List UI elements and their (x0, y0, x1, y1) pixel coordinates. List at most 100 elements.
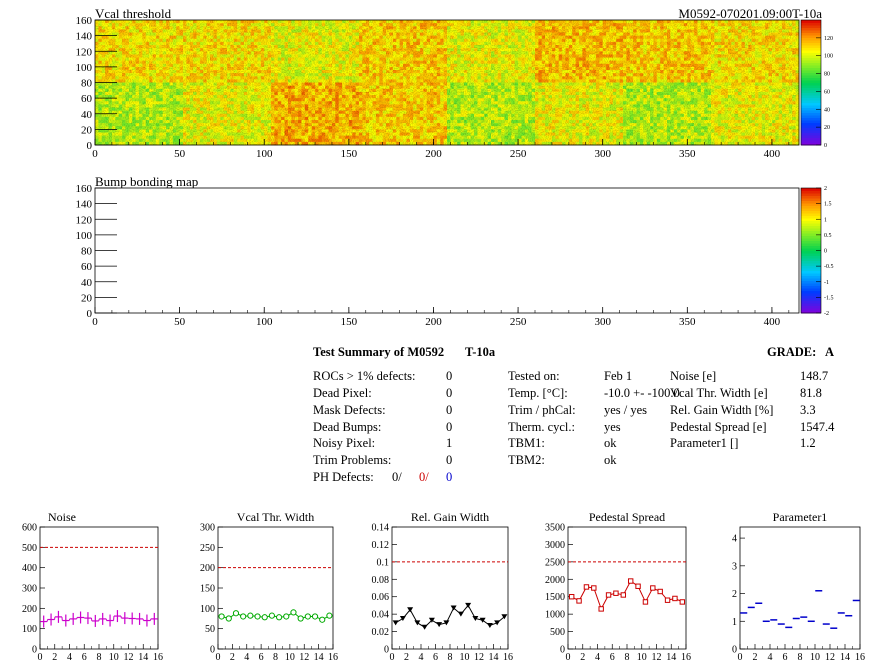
map-cell (271, 48, 275, 52)
map-cell (328, 60, 333, 65)
map-cell (741, 20, 746, 24)
map-cell (548, 60, 553, 65)
map-cell (115, 123, 120, 127)
map-cell (260, 48, 265, 52)
map-cell (755, 79, 759, 83)
map-cell (626, 29, 631, 33)
map-cell (260, 57, 265, 62)
map-cell (535, 51, 539, 55)
map-cell (304, 79, 309, 83)
map-cell (572, 35, 577, 40)
map-cell (663, 54, 668, 58)
map-cell (183, 138, 187, 143)
map-cell (751, 48, 756, 52)
map-cell (206, 126, 211, 130)
map-cell (748, 70, 753, 74)
map-cell (409, 57, 414, 62)
map-cell (504, 20, 509, 24)
map-cell (565, 32, 570, 37)
map-cell (233, 60, 238, 65)
map-cell (724, 63, 729, 68)
map-cell (582, 32, 587, 37)
map-cell (193, 116, 197, 121)
map-cell (609, 60, 614, 65)
map-cell (135, 48, 140, 52)
map-cell (771, 26, 776, 30)
map-cell (440, 70, 445, 74)
map-cell (291, 35, 296, 40)
map-cell (362, 29, 367, 33)
map-cell (700, 41, 705, 46)
map-cell (98, 35, 103, 40)
map-cell (264, 26, 269, 30)
map-cell (636, 63, 641, 68)
map-cell (430, 70, 434, 74)
map-cell (139, 73, 143, 77)
map-cell (474, 41, 478, 46)
map-cell (369, 26, 373, 30)
map-cell (210, 70, 214, 74)
map-cell (369, 20, 373, 24)
map-cell (159, 120, 164, 124)
map-cell (308, 54, 313, 58)
map-cell (755, 60, 759, 65)
map-cell (206, 35, 211, 40)
map-cell (142, 73, 147, 77)
map-cell (304, 66, 309, 71)
map-cell (606, 70, 610, 74)
map-cell (683, 54, 688, 58)
map-cell (535, 63, 539, 68)
map-cell (335, 45, 340, 49)
map-cell (700, 73, 705, 77)
map-cell (423, 73, 428, 77)
map-cell (338, 41, 343, 46)
map-cell (169, 38, 174, 43)
map-cell (108, 95, 113, 99)
map-cell (271, 29, 275, 33)
map-cell (115, 88, 120, 93)
map-cell (196, 104, 201, 108)
map-cell (440, 26, 445, 30)
map-cell (592, 38, 597, 43)
map-cell (132, 135, 137, 140)
map-cell (480, 60, 485, 65)
map-cell (260, 26, 265, 30)
map-cell (186, 45, 191, 49)
map-cell (673, 23, 678, 27)
map-cell (396, 76, 401, 80)
map-cell (589, 79, 593, 83)
map-cell (741, 38, 746, 43)
map-cell (243, 63, 248, 68)
map-cell (782, 54, 786, 58)
map-cell (639, 35, 644, 40)
map-cell (707, 76, 712, 80)
map-cell (484, 41, 489, 46)
map-cell (132, 29, 137, 33)
map-cell (491, 54, 495, 58)
map-cell (538, 54, 543, 58)
map-cell (196, 73, 201, 77)
map-cell (714, 48, 719, 52)
map-cell (162, 120, 167, 124)
map-cell (149, 120, 153, 124)
map-cell (206, 26, 211, 30)
map-cell (386, 45, 390, 49)
map-cell (565, 73, 570, 77)
map-cell (331, 23, 336, 27)
map-cell (548, 23, 553, 27)
map-cell (213, 132, 218, 137)
map-cell (667, 38, 671, 43)
map-cell (125, 132, 130, 137)
map-cell (149, 129, 153, 133)
map-cell (382, 76, 387, 80)
map-cell (142, 26, 147, 30)
map-cell (541, 29, 546, 33)
map-cell (721, 35, 725, 40)
map-cell (480, 23, 485, 27)
map-cell (423, 35, 428, 40)
map-cell (196, 123, 201, 127)
map-cell (267, 26, 272, 30)
map-cell (128, 132, 133, 137)
map-cell (318, 23, 323, 27)
